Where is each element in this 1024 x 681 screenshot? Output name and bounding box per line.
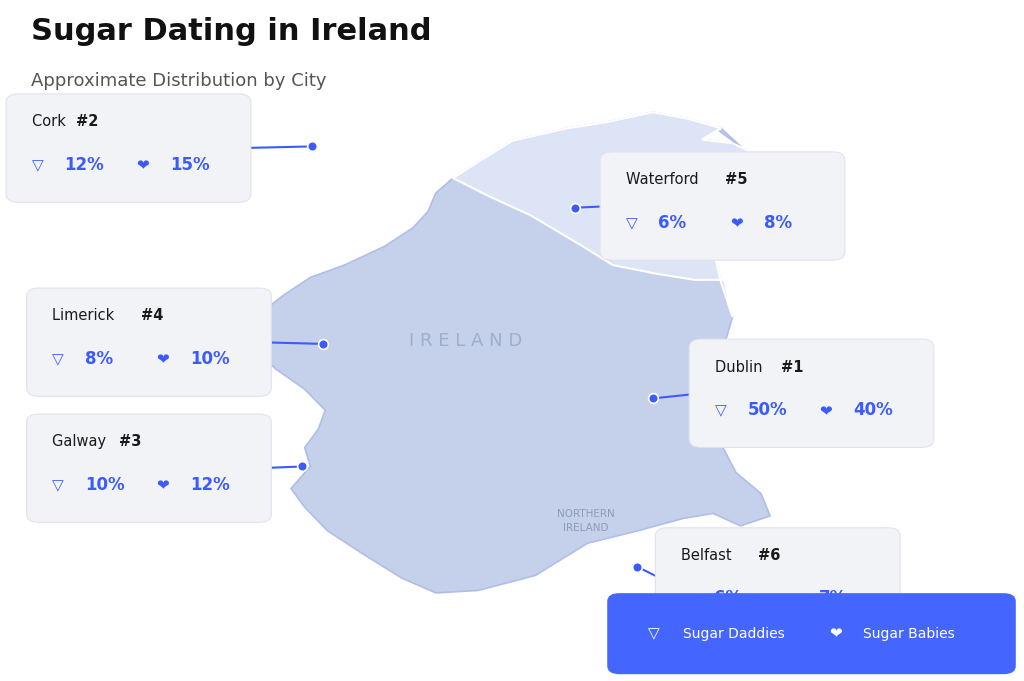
- FancyBboxPatch shape: [689, 339, 934, 447]
- Text: Dublin: Dublin: [715, 360, 767, 375]
- Text: #5: #5: [725, 172, 748, 187]
- Text: 12%: 12%: [65, 156, 104, 174]
- Text: 50%: 50%: [748, 401, 787, 419]
- Text: #3: #3: [119, 434, 141, 449]
- Text: ❤: ❤: [819, 404, 831, 419]
- Text: ❤: ❤: [136, 159, 148, 174]
- Text: Sugar Daddies: Sugar Daddies: [683, 627, 784, 641]
- Text: #2: #2: [76, 114, 98, 129]
- Text: ▽: ▽: [52, 353, 63, 368]
- Text: Galway: Galway: [52, 434, 111, 449]
- Text: ▽: ▽: [52, 479, 63, 494]
- Text: 8%: 8%: [764, 214, 792, 232]
- Text: 10%: 10%: [85, 476, 125, 494]
- Text: ▽: ▽: [32, 159, 43, 174]
- Text: 8%: 8%: [85, 350, 113, 368]
- Text: #6: #6: [759, 548, 780, 563]
- Text: ❤: ❤: [157, 353, 169, 368]
- Text: NORTHERN
IRELAND: NORTHERN IRELAND: [557, 509, 614, 533]
- Text: 7%: 7%: [819, 590, 848, 607]
- Text: 6%: 6%: [714, 590, 741, 607]
- Text: ❤: ❤: [829, 626, 842, 642]
- FancyBboxPatch shape: [27, 414, 271, 522]
- Text: #1: #1: [781, 360, 804, 375]
- Text: 12%: 12%: [190, 476, 230, 494]
- Text: I R E L A N D: I R E L A N D: [410, 332, 522, 349]
- FancyBboxPatch shape: [600, 152, 845, 260]
- Text: #4: #4: [140, 308, 163, 323]
- Text: ❤: ❤: [730, 217, 742, 232]
- Text: 15%: 15%: [170, 156, 210, 174]
- FancyBboxPatch shape: [6, 94, 251, 202]
- Polygon shape: [250, 112, 770, 593]
- Text: Belfast: Belfast: [681, 548, 736, 563]
- Text: 10%: 10%: [190, 350, 230, 368]
- Text: Sugar Babies: Sugar Babies: [863, 627, 955, 641]
- Text: 6%: 6%: [658, 214, 686, 232]
- Text: Sugar Dating in Ireland: Sugar Dating in Ireland: [31, 17, 431, 46]
- FancyBboxPatch shape: [655, 528, 900, 636]
- FancyBboxPatch shape: [27, 288, 271, 396]
- FancyBboxPatch shape: [607, 593, 1016, 674]
- Text: ▽: ▽: [715, 404, 726, 419]
- Text: 40%: 40%: [853, 401, 893, 419]
- Text: ❤: ❤: [785, 592, 798, 607]
- Text: Approximate Distribution by City: Approximate Distribution by City: [31, 72, 327, 89]
- Polygon shape: [453, 112, 759, 317]
- Text: ❤: ❤: [157, 479, 169, 494]
- Text: ▽: ▽: [681, 592, 692, 607]
- Text: Waterford: Waterford: [626, 172, 702, 187]
- Text: Limerick: Limerick: [52, 308, 119, 323]
- Text: Cork: Cork: [32, 114, 71, 129]
- Text: ▽: ▽: [648, 626, 659, 642]
- Text: ▽: ▽: [626, 217, 637, 232]
